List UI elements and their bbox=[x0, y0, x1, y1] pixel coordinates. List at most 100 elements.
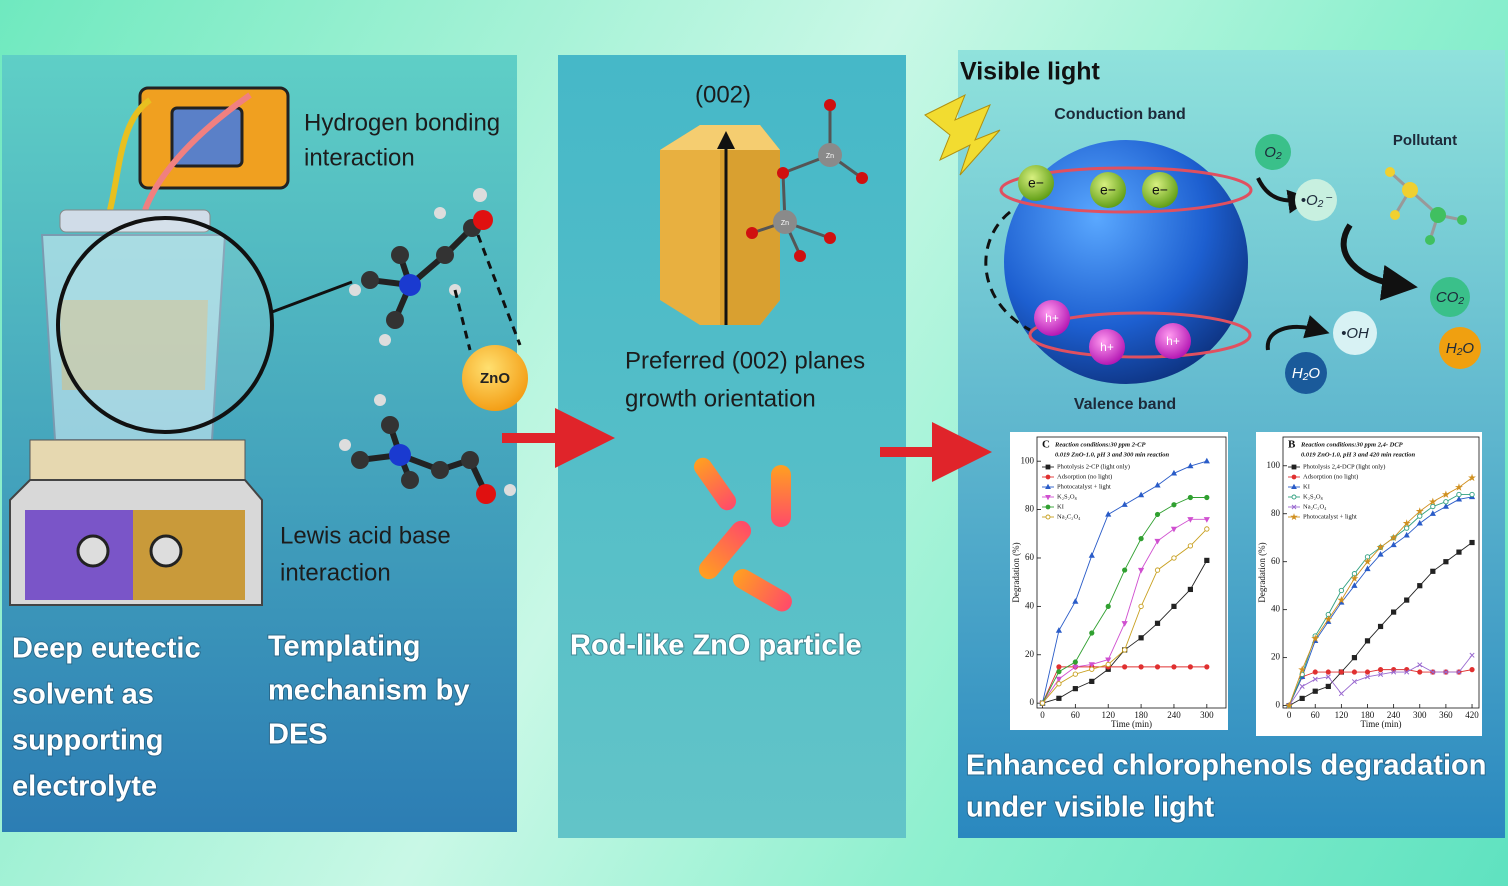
atoms bbox=[339, 188, 516, 504]
data-point bbox=[1122, 567, 1128, 573]
data-point bbox=[1203, 517, 1210, 523]
data-point bbox=[1430, 503, 1436, 510]
data-point bbox=[1039, 700, 1046, 706]
data-point bbox=[1391, 669, 1397, 675]
zoom-circle bbox=[56, 216, 274, 434]
species-label: H₂O bbox=[1446, 340, 1475, 357]
data-point bbox=[1415, 507, 1424, 515]
data-point bbox=[1089, 630, 1095, 636]
y-tick-label: 40 bbox=[1025, 600, 1035, 610]
data-point bbox=[1299, 683, 1305, 689]
atom bbox=[777, 167, 789, 179]
label: Visible light bbox=[960, 58, 1101, 86]
data-point bbox=[1469, 652, 1475, 658]
data-point bbox=[1402, 519, 1411, 527]
legend-marker bbox=[1045, 514, 1051, 520]
label: interaction bbox=[280, 559, 391, 586]
legend-label: KI bbox=[1303, 483, 1310, 490]
y-tick-label: 60 bbox=[1025, 552, 1035, 562]
rod bbox=[693, 457, 737, 511]
zno-label: ZnO bbox=[480, 370, 510, 387]
data-point bbox=[1351, 679, 1357, 685]
hole-label: h+ bbox=[1045, 311, 1059, 325]
data-point bbox=[1389, 533, 1398, 542]
y-tick-label: 0 bbox=[1030, 697, 1035, 707]
label: Hydrogen bonding bbox=[304, 109, 500, 136]
legend-marker bbox=[1291, 464, 1297, 470]
chart: 0 60 120 180 240 300 360 420 0 20 40 60 80 100 Time (m… bbox=[1256, 432, 1482, 736]
atom bbox=[386, 311, 404, 329]
data-point bbox=[1325, 669, 1331, 675]
y-tick-label: 100 bbox=[1021, 455, 1035, 465]
data-point bbox=[1171, 664, 1177, 670]
legend-label: Adsorption (no light) bbox=[1057, 473, 1112, 480]
atom bbox=[1390, 210, 1400, 220]
data-point bbox=[1312, 669, 1318, 675]
y-tick-label: 60 bbox=[1271, 556, 1281, 566]
y-tick-label: 20 bbox=[1271, 652, 1281, 662]
wire bbox=[142, 92, 252, 212]
data-point bbox=[1391, 609, 1397, 615]
hole bbox=[1089, 329, 1125, 365]
label: Pollutant bbox=[1393, 132, 1457, 149]
legend-marker bbox=[1291, 474, 1297, 480]
data-point bbox=[1056, 664, 1062, 670]
atom bbox=[1430, 207, 1446, 223]
legend-label: Adsorption (no light) bbox=[1303, 473, 1358, 480]
caption: DES bbox=[268, 719, 328, 751]
data-point bbox=[1350, 574, 1359, 582]
x-tick-label: 360 bbox=[1439, 710, 1453, 720]
x-axis-label: Time (min) bbox=[1111, 719, 1152, 729]
data-point bbox=[1154, 538, 1161, 545]
data-point bbox=[1377, 667, 1384, 673]
data-point bbox=[1417, 583, 1423, 589]
data-point bbox=[1105, 510, 1112, 517]
legend-marker bbox=[1045, 504, 1051, 510]
x-tick-label: 60 bbox=[1311, 710, 1321, 720]
data-point bbox=[1325, 683, 1331, 690]
panel-letter: B bbox=[1288, 439, 1296, 451]
legend-label: Na₂C₂O₄ bbox=[1057, 513, 1081, 520]
data-point bbox=[1338, 587, 1345, 594]
atom bbox=[436, 246, 454, 264]
electron-label: e− bbox=[1028, 175, 1044, 191]
data-point bbox=[1417, 662, 1423, 668]
hexagonal-prism bbox=[660, 125, 780, 325]
data-point bbox=[1442, 503, 1449, 509]
data-point bbox=[1443, 669, 1449, 675]
chart-title: 0.019 ZnO-1.0, pH 3 and 300 min reaction bbox=[1055, 451, 1170, 458]
data-point bbox=[1456, 491, 1462, 498]
label: Conduction band bbox=[1054, 106, 1186, 123]
x-tick-label: 0 bbox=[1287, 710, 1292, 720]
data-point bbox=[1351, 669, 1358, 675]
data-point bbox=[1055, 627, 1063, 633]
data-point bbox=[1443, 559, 1449, 565]
data-point bbox=[1351, 582, 1358, 588]
data-point bbox=[1455, 483, 1463, 491]
x-tick-label: 0 bbox=[1040, 710, 1045, 720]
atom bbox=[824, 99, 836, 111]
chart-background bbox=[1010, 432, 1228, 730]
pollutant-molecule bbox=[1385, 167, 1467, 245]
chart-title: Reaction conditions:30 ppm 2,4- DCP bbox=[1300, 441, 1404, 448]
data-point bbox=[1376, 543, 1385, 551]
atom bbox=[389, 444, 411, 466]
legend-label: Photolysis 2,4-DCP (light only) bbox=[1303, 463, 1385, 470]
label: Lewis acid base bbox=[280, 522, 451, 549]
holes: h+ h+ h+ bbox=[1034, 300, 1191, 365]
atom bbox=[379, 334, 391, 346]
data-point bbox=[1456, 669, 1462, 675]
data-point bbox=[1187, 664, 1193, 670]
data-point bbox=[1171, 555, 1177, 561]
stirrer-top bbox=[29, 439, 246, 481]
zn-label: Zn bbox=[826, 153, 834, 160]
zn-atom bbox=[818, 143, 842, 167]
atom bbox=[473, 188, 487, 202]
electron bbox=[1018, 165, 1054, 201]
x-tick-label: 300 bbox=[1200, 710, 1214, 720]
band-ring bbox=[1028, 311, 1252, 359]
zn-label: Zn bbox=[781, 220, 789, 227]
caption: under visible light bbox=[966, 792, 1214, 824]
data-point bbox=[1204, 664, 1210, 670]
